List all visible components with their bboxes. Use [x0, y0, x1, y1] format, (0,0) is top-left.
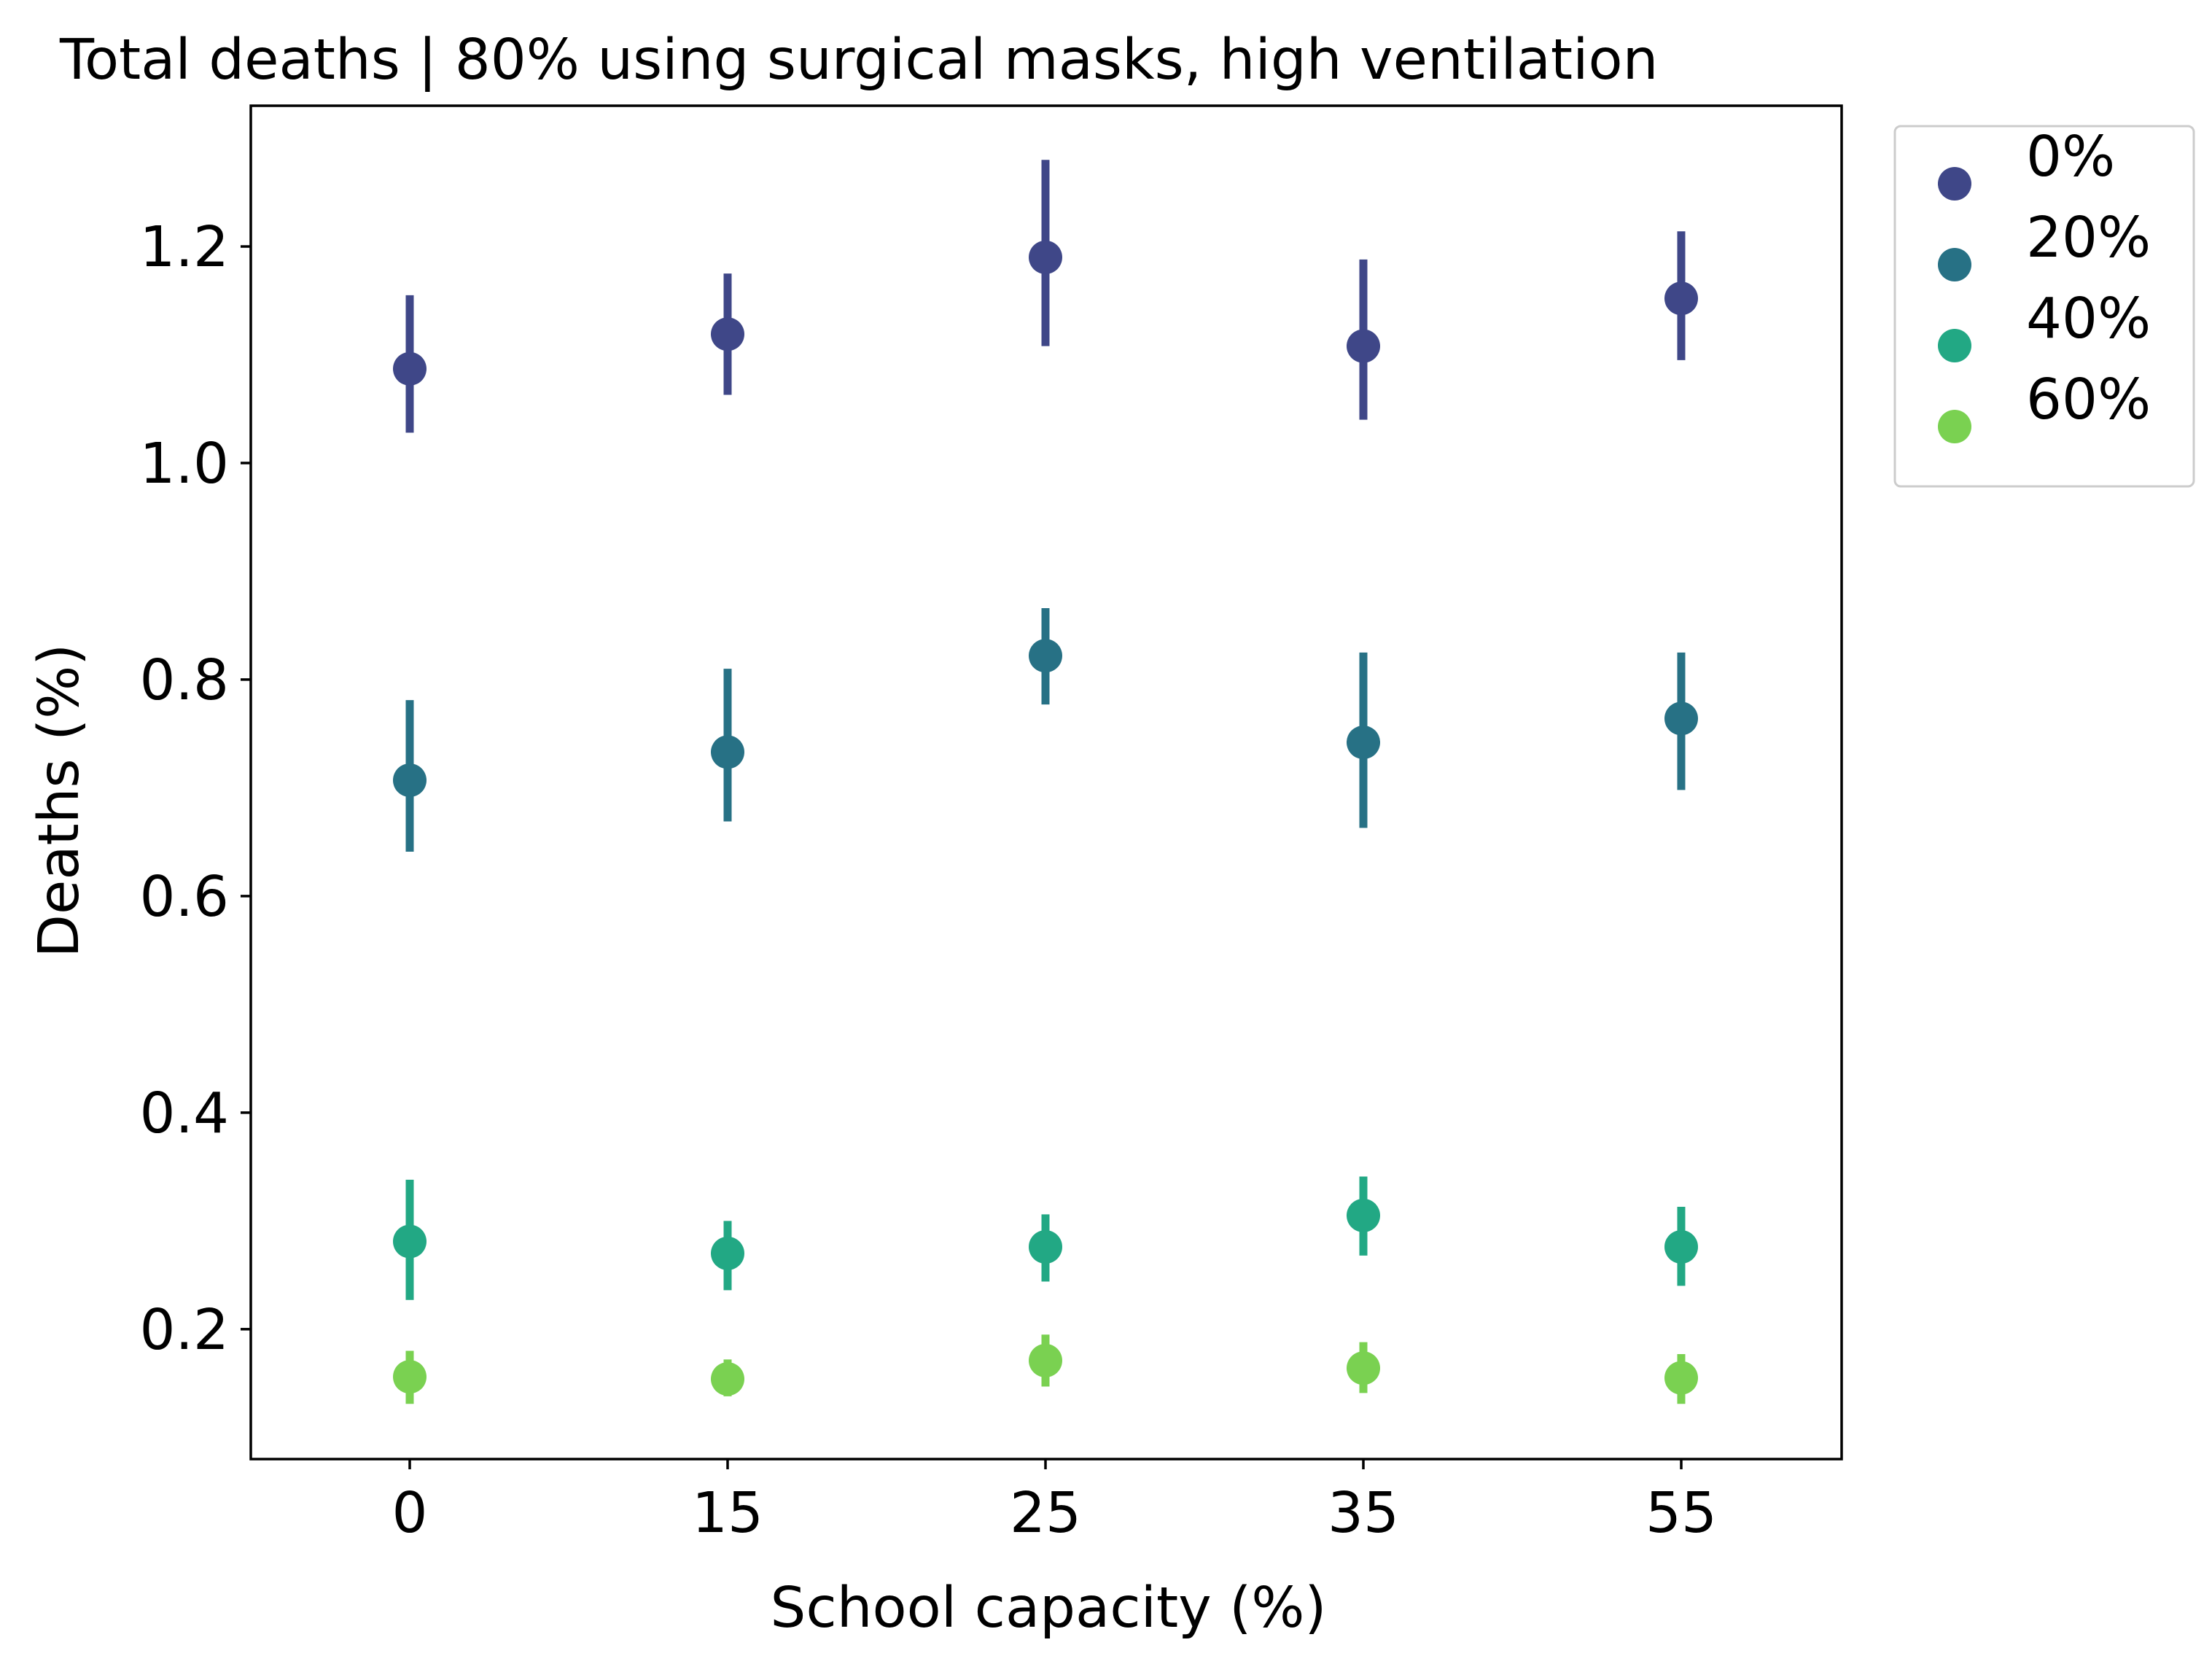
- data-point: [393, 1360, 427, 1394]
- data-point: [393, 763, 427, 798]
- x-tick-label: 15: [692, 1481, 763, 1546]
- legend-label: 0%: [2026, 125, 2115, 190]
- x-tick-label: 0: [392, 1481, 428, 1546]
- chart-title: Total deaths | 80% using surgical masks,…: [59, 28, 1658, 93]
- legend-box: [1893, 125, 2195, 488]
- data-point: [1029, 1229, 1062, 1264]
- plot-area-frame: [249, 104, 1843, 1461]
- legend-marker: [1938, 248, 1971, 281]
- data-point: [1029, 1343, 1062, 1377]
- legend-label: 40%: [2026, 287, 2151, 351]
- y-tick-label: 1.2: [140, 215, 229, 280]
- data-point: [1347, 1198, 1380, 1232]
- x-tick-label: 55: [1646, 1481, 1717, 1546]
- data-point: [1347, 1351, 1380, 1385]
- data-point: [711, 317, 744, 351]
- legend-label: 60%: [2026, 368, 2151, 432]
- data-point: [1029, 639, 1062, 673]
- data-point: [1029, 240, 1062, 274]
- y-tick-label: 1.0: [140, 432, 229, 497]
- legend-label: 20%: [2026, 206, 2151, 271]
- data-point: [1347, 726, 1380, 760]
- y-tick-label: 0.8: [140, 648, 229, 713]
- data-point: [1664, 701, 1698, 736]
- x-axis-label: School capacity (%): [771, 1576, 1327, 1641]
- x-tick-label: 25: [1010, 1481, 1081, 1546]
- y-axis-label: Deaths (%): [27, 644, 92, 958]
- y-tick-label: 0.4: [140, 1081, 229, 1146]
- data-point: [711, 1236, 744, 1270]
- legend: 0% 20% 40% 60%: [1893, 125, 2195, 488]
- data-point: [711, 735, 744, 769]
- legend-marker: [1938, 329, 1971, 362]
- data-point: [1664, 281, 1698, 316]
- data-point: [393, 351, 427, 386]
- y-tick-label: 0.2: [140, 1298, 229, 1363]
- points-layer: [393, 240, 1698, 1396]
- data-point: [711, 1362, 744, 1396]
- legend-marker: [1938, 410, 1971, 443]
- y-axis-label-group: Deaths (%): [27, 644, 92, 958]
- data-point: [393, 1224, 427, 1259]
- legend-marker: [1938, 167, 1971, 201]
- x-tick-label: 35: [1328, 1481, 1399, 1546]
- data-point: [1664, 1361, 1698, 1395]
- data-point: [1664, 1229, 1698, 1264]
- data-point: [1347, 329, 1380, 363]
- tick-layer: 0 15 25 35 55 0.2 0.4 0.6 0.8 1.0 1.2: [140, 215, 1717, 1546]
- errorbar-layer: [405, 160, 1686, 1404]
- y-tick-label: 0.6: [140, 865, 229, 930]
